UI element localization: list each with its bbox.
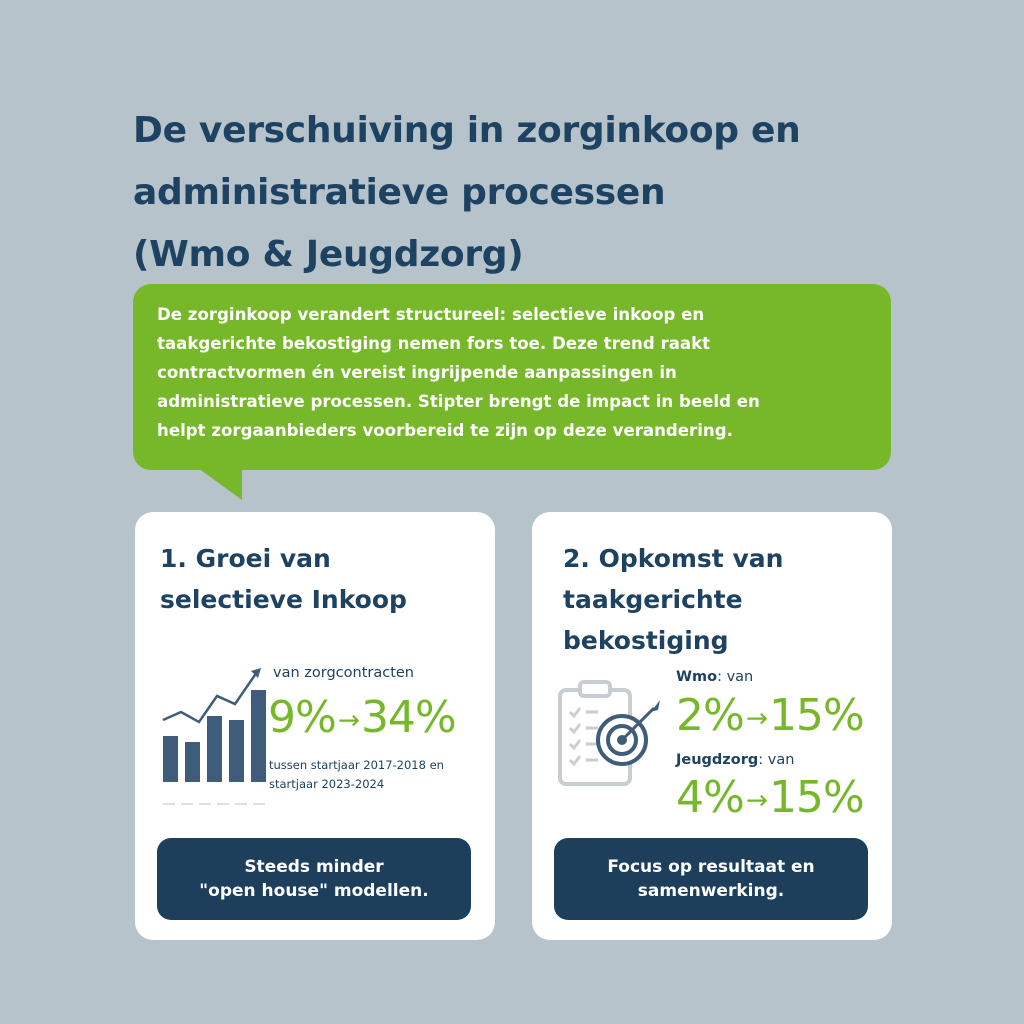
period-note-line: tussen startjaar 2017-2018 en — [269, 758, 444, 772]
bar-chart-trend-icon — [162, 668, 266, 805]
page-title-line: (Wmo & Jeugdzorg) — [133, 234, 524, 275]
wmo-to: 15% — [768, 690, 865, 741]
jeugdzorg-label-strong: Jeugdzorg — [676, 752, 759, 768]
intro-line: helpt zorgaanbieders voorbereid te zijn … — [157, 421, 733, 440]
dart-shaft — [620, 706, 656, 742]
wmo-label-strong: Wmo — [676, 669, 718, 685]
card-title: 1. Groei van selectieve Inkoop — [160, 538, 407, 620]
card-task-based-funding: 2. Opkomst van taakgerichte bekostiging … — [532, 512, 892, 940]
cta-open-house: Steeds minder "open house" modellen. — [157, 838, 471, 920]
wmo-label-suffix: : van — [717, 669, 754, 685]
arrow-icon: → — [745, 702, 768, 734]
card-title-line: 2. Opkomst van — [563, 544, 784, 573]
chart-bar — [251, 690, 266, 782]
wmo-from: 2% — [676, 690, 745, 741]
card-title-line: bekostiging — [563, 626, 729, 655]
clipboard-clip — [578, 680, 612, 698]
speech-bubble-tail — [198, 468, 242, 500]
contracts-label: van zorgcontracten — [273, 665, 414, 681]
growth-figure: 9%→34% — [268, 692, 457, 743]
card-selective-purchasing: 1. Groei van selectieve Inkoop van zorgc… — [135, 512, 495, 940]
card-title-line: taakgerichte — [563, 585, 743, 614]
arrow-icon: → — [745, 784, 768, 816]
intro-speech-bubble: De zorginkoop verandert structureel: sel… — [133, 284, 891, 470]
growth-from: 9% — [268, 692, 337, 743]
trend-arrowhead — [251, 668, 261, 678]
arrow-icon: → — [337, 704, 360, 736]
cta-line: "open house" modellen. — [199, 881, 429, 901]
wmo-figure: 2%→15% — [676, 690, 865, 741]
cta-line: Focus op resultaat en — [607, 857, 815, 877]
intro-line: administratieve processen. Stipter breng… — [157, 392, 760, 411]
page-title-line: De verschuiving in zorginkoop en — [133, 110, 801, 151]
wmo-label: Wmo: van — [676, 669, 753, 685]
checklist-marks — [568, 707, 598, 767]
jeugdzorg-label-suffix: : van — [758, 752, 795, 768]
card-title-line: selectieve Inkoop — [160, 585, 407, 614]
period-note-line: startjaar 2023-2024 — [269, 777, 385, 791]
jeugdzorg-to: 15% — [768, 772, 865, 823]
period-note: tussen startjaar 2017-2018 en startjaar … — [269, 756, 444, 794]
intro-text: De zorginkoop verandert structureel: sel… — [157, 300, 877, 445]
growth-to: 34% — [360, 692, 457, 743]
page-title-line: administratieve processen — [133, 172, 666, 213]
clipboard-target-icon — [558, 680, 660, 786]
card-title: 2. Opkomst van taakgerichte bekostiging — [563, 538, 783, 661]
trend-line — [162, 671, 259, 724]
dart-feathers — [650, 700, 660, 712]
chart-bar — [185, 742, 200, 782]
intro-line: contractvormen én vereist ingrijpende aa… — [157, 363, 677, 382]
intro-line: De zorginkoop verandert structureel: sel… — [157, 305, 705, 324]
cta-line: Steeds minder — [244, 857, 384, 877]
jeugdzorg-label: Jeugdzorg: van — [676, 752, 794, 768]
chart-bar — [229, 720, 244, 782]
chart-bar — [163, 736, 178, 782]
intro-line: taakgerichte bekostiging nemen fors toe.… — [157, 334, 711, 353]
page-title: De verschuiving in zorginkoop en adminis… — [133, 100, 893, 286]
target-middle — [606, 724, 638, 756]
cta-line: samenwerking. — [637, 881, 785, 901]
jeugdzorg-from: 4% — [676, 772, 745, 823]
cta-focus-results: Focus op resultaat en samenwerking. — [554, 838, 868, 920]
chart-bar — [207, 716, 222, 782]
card-title-line: 1. Groei van — [160, 544, 331, 573]
jeugdzorg-figure: 4%→15% — [676, 772, 865, 823]
